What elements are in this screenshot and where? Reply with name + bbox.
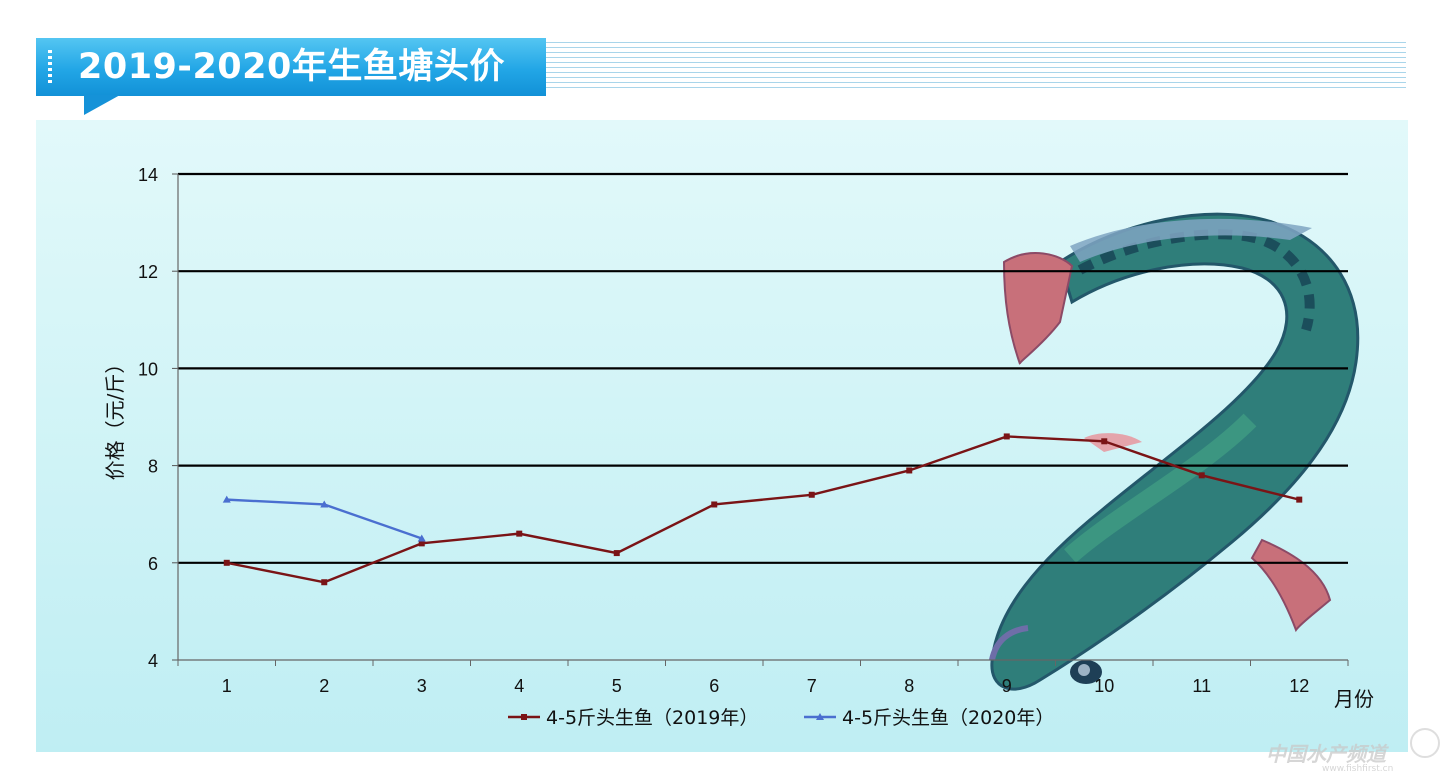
banner-dots-decoration bbox=[48, 50, 52, 84]
x-tick-label: 12 bbox=[1289, 676, 1309, 696]
y-tick-label: 14 bbox=[138, 165, 158, 185]
watermark-text: 中国水产频道 bbox=[1266, 742, 1386, 766]
data-point bbox=[320, 500, 329, 508]
data-point bbox=[418, 540, 425, 547]
data-point bbox=[223, 559, 230, 566]
x-tick-label: 5 bbox=[612, 676, 622, 696]
header-stripes bbox=[546, 42, 1406, 92]
x-tick-label: 11 bbox=[1192, 676, 1211, 696]
data-point bbox=[516, 530, 523, 537]
title-banner bbox=[36, 38, 546, 96]
y-tick-label: 4 bbox=[148, 651, 158, 671]
data-point bbox=[417, 534, 426, 542]
legend: 4-5斤头生鱼（2019年） 4-5斤头生鱼（2020年） bbox=[508, 707, 1054, 729]
y-tick-label: 12 bbox=[138, 262, 158, 282]
x-tick-label: 7 bbox=[807, 676, 817, 696]
series-line-0 bbox=[226, 435, 1300, 584]
data-point bbox=[321, 579, 328, 586]
x-axis-label: 月份 bbox=[1334, 687, 1374, 711]
watermark-url: www.fishfirst.cn bbox=[1322, 764, 1394, 774]
legend-label: 4-5斤头生鱼（2020年） bbox=[842, 707, 1054, 729]
x-tick-label: 9 bbox=[1002, 676, 1012, 696]
x-tick-label: 8 bbox=[904, 676, 914, 696]
y-tick-label: 10 bbox=[138, 359, 158, 379]
y-axis-label: 价格（元/斤） bbox=[103, 354, 127, 481]
legend-marker bbox=[816, 713, 824, 720]
y-tick-label: 6 bbox=[148, 554, 158, 574]
snakehead-fish-illustration bbox=[989, 212, 1360, 691]
data-point bbox=[1296, 496, 1303, 503]
data-point bbox=[613, 550, 620, 557]
axes bbox=[172, 173, 1349, 666]
data-point bbox=[808, 491, 815, 498]
x-tick-label: 4 bbox=[514, 676, 524, 696]
watermark-globe-icon bbox=[1410, 728, 1440, 758]
legend-label: 4-5斤头生鱼（2019年） bbox=[546, 707, 758, 729]
y-tick-label: 8 bbox=[148, 457, 158, 477]
legend-marker bbox=[521, 714, 527, 720]
x-tick-label: 3 bbox=[417, 676, 427, 696]
data-point bbox=[1003, 433, 1010, 440]
x-tick-label: 2 bbox=[319, 676, 329, 696]
chart-title: 2019-2020年生鱼塘头价 bbox=[78, 47, 505, 87]
data-point bbox=[222, 495, 231, 503]
data-point bbox=[1101, 438, 1108, 445]
x-tick-label: 10 bbox=[1094, 676, 1114, 696]
data-point bbox=[906, 467, 913, 474]
x-tick-label: 1 bbox=[222, 676, 232, 696]
gridlines bbox=[178, 172, 1348, 564]
data-point bbox=[1198, 472, 1205, 479]
data-point bbox=[711, 501, 718, 508]
x-tick-label: 6 bbox=[709, 676, 719, 696]
data-series bbox=[222, 433, 1303, 586]
banner-tail bbox=[84, 95, 120, 115]
